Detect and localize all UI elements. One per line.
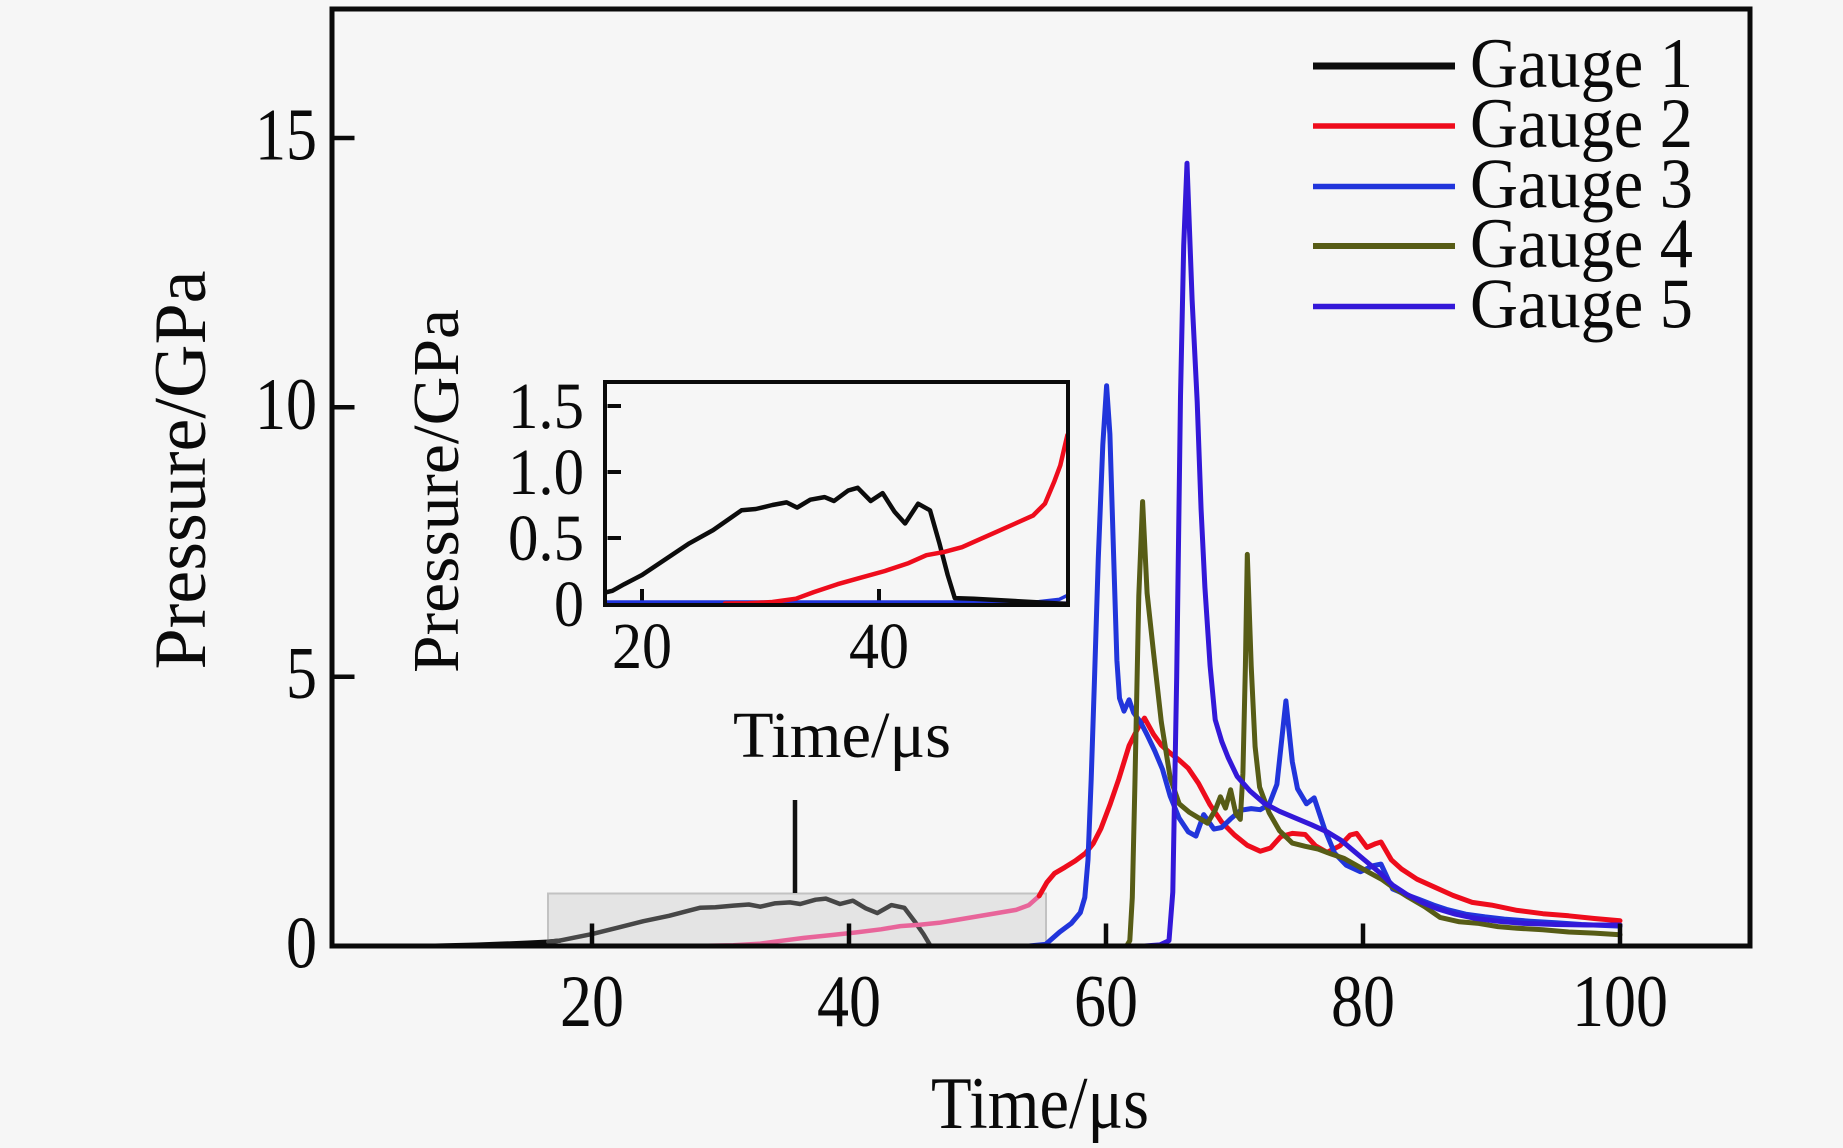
svg-text:Gauge 2: Gauge 2: [1470, 85, 1693, 163]
svg-text:Gauge 1: Gauge 1: [1470, 25, 1693, 103]
svg-text:Gauge 4: Gauge 4: [1470, 205, 1693, 283]
svg-text:20: 20: [560, 961, 624, 1043]
svg-text:Pressure/GPa: Pressure/GPa: [400, 309, 473, 673]
svg-text:0: 0: [554, 568, 584, 641]
svg-text:20: 20: [612, 610, 672, 683]
svg-text:40: 40: [817, 961, 881, 1043]
svg-text:0.5: 0.5: [508, 502, 584, 575]
svg-text:Time/μs: Time/μs: [931, 1063, 1149, 1143]
svg-text:5: 5: [286, 633, 317, 715]
svg-text:Gauge 5: Gauge 5: [1470, 266, 1693, 344]
svg-text:80: 80: [1331, 961, 1395, 1043]
svg-text:15: 15: [255, 94, 317, 176]
svg-text:60: 60: [1074, 961, 1138, 1043]
svg-text:Time/μs: Time/μs: [733, 699, 951, 772]
svg-text:Gauge 3: Gauge 3: [1470, 146, 1693, 224]
svg-text:1.0: 1.0: [508, 436, 584, 509]
svg-text:Pressure/GPa: Pressure/GPa: [140, 271, 222, 670]
svg-text:40: 40: [849, 610, 909, 683]
svg-text:1.5: 1.5: [508, 370, 584, 443]
svg-text:10: 10: [255, 364, 317, 446]
svg-text:0: 0: [286, 903, 317, 985]
svg-text:100: 100: [1572, 961, 1668, 1043]
